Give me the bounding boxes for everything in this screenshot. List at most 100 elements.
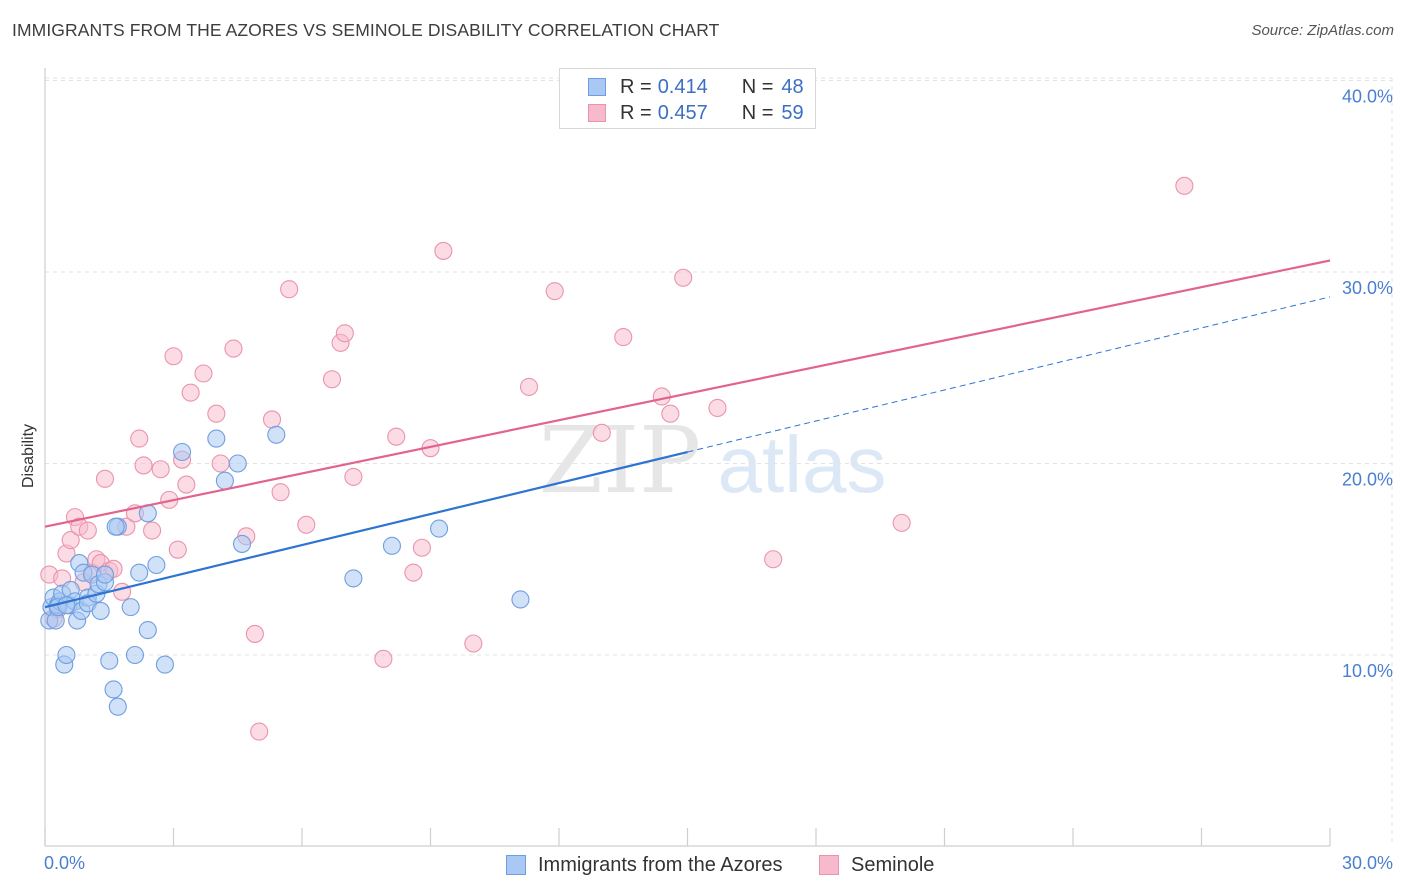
azores-point bbox=[57, 596, 76, 615]
bottom-legend-azores: Immigrants from the Azores bbox=[506, 852, 783, 878]
source-attribution: Source: ZipAtlas.com bbox=[1251, 22, 1394, 39]
seminole-point bbox=[143, 521, 162, 540]
r-value: 0.414 bbox=[657, 75, 708, 98]
azores-point bbox=[215, 471, 234, 490]
azores-point bbox=[173, 442, 192, 462]
seminole-point bbox=[164, 347, 183, 366]
seminole-point bbox=[297, 515, 316, 534]
r-value: 0.457 bbox=[657, 101, 708, 124]
tick-labels: 10.0% 20.0% 30.0% 40.0% 0.0% 30.0% bbox=[44, 87, 1393, 874]
seminole-point bbox=[78, 521, 97, 540]
seminole-point bbox=[335, 324, 354, 343]
n-value: 59 bbox=[781, 101, 804, 124]
azores-point bbox=[511, 590, 530, 609]
azores-point bbox=[147, 555, 166, 575]
seminole-point bbox=[344, 467, 363, 486]
seminole-point bbox=[387, 427, 406, 446]
azores-point bbox=[382, 536, 402, 555]
x-tick-label: 30.0% bbox=[1342, 853, 1393, 873]
seminole-point bbox=[151, 460, 170, 479]
seminole-swatch bbox=[819, 855, 839, 875]
r-label: R = bbox=[620, 101, 652, 124]
correlation-legend: R = 0.414 N = 48 R = 0.457 N = 59 bbox=[559, 68, 816, 129]
y-tick-label: 40.0% bbox=[1342, 87, 1393, 107]
azores-point bbox=[138, 621, 157, 640]
azores-point bbox=[95, 565, 115, 584]
legend-row-seminole: R = 0.457 N = 59 bbox=[588, 100, 804, 126]
y-tick-label: 20.0% bbox=[1342, 470, 1393, 490]
seminole-point bbox=[412, 538, 431, 557]
y-tick-label: 10.0% bbox=[1342, 661, 1393, 681]
x-tick-label: 0.0% bbox=[44, 853, 85, 873]
seminole-point bbox=[181, 383, 200, 402]
seminole-point bbox=[194, 364, 213, 383]
seminole-point bbox=[652, 387, 671, 406]
azores-point bbox=[207, 429, 226, 448]
n-label: N = bbox=[741, 101, 774, 124]
seminole-swatch bbox=[588, 104, 606, 122]
n-value: 48 bbox=[781, 75, 804, 98]
seminole-point bbox=[1175, 176, 1194, 195]
azores-point bbox=[104, 680, 123, 699]
seminole-point bbox=[892, 513, 911, 532]
axes bbox=[44, 68, 1331, 847]
r-label: R = bbox=[620, 75, 652, 98]
seminole-point bbox=[177, 475, 196, 494]
azores-point bbox=[108, 697, 127, 716]
seminole-point bbox=[322, 370, 342, 389]
seminole-point bbox=[545, 282, 564, 301]
watermark-zip: ZIP bbox=[539, 407, 701, 514]
azores-point bbox=[232, 534, 252, 553]
seminole-point bbox=[708, 398, 727, 418]
azores-point bbox=[91, 601, 110, 621]
trend-lines bbox=[44, 259, 1331, 609]
seminole-legend-label: Seminole bbox=[851, 853, 935, 876]
y-axis-label: Disability bbox=[20, 424, 37, 488]
gridlines bbox=[45, 77, 1393, 846]
azores-point bbox=[57, 645, 76, 665]
n-label: N = bbox=[741, 75, 774, 98]
azores-point bbox=[130, 563, 149, 582]
seminole-point bbox=[661, 404, 680, 423]
azores-point bbox=[267, 425, 286, 444]
azores-legend-label: Immigrants from the Azores bbox=[538, 853, 783, 876]
seminole-point bbox=[614, 328, 633, 347]
seminole-point bbox=[61, 531, 80, 550]
azores-point bbox=[155, 655, 174, 674]
seminole-point bbox=[250, 722, 269, 741]
azores-point bbox=[106, 517, 125, 536]
seminole-point bbox=[130, 429, 149, 448]
azores-trend-extension bbox=[687, 296, 1331, 453]
azores-point bbox=[430, 519, 449, 538]
legend-row-azores: R = 0.414 N = 48 bbox=[588, 74, 804, 100]
azores-point bbox=[121, 598, 140, 617]
seminole-point bbox=[404, 563, 423, 582]
seminole-point bbox=[674, 268, 693, 287]
seminole-point bbox=[95, 469, 115, 488]
azores-swatch bbox=[588, 78, 606, 96]
y-tick-label: 30.0% bbox=[1342, 278, 1393, 298]
azores-point bbox=[228, 454, 247, 473]
seminole-point bbox=[271, 483, 290, 502]
seminole-point bbox=[207, 404, 226, 423]
seminole-point bbox=[168, 540, 187, 559]
seminole-point bbox=[464, 634, 483, 653]
seminole-point bbox=[280, 280, 299, 299]
seminole-point bbox=[113, 582, 132, 601]
azores-swatch bbox=[506, 855, 526, 875]
seminole-point bbox=[262, 410, 282, 429]
azores-point bbox=[100, 651, 119, 670]
seminole-point bbox=[134, 456, 153, 475]
azores-point bbox=[344, 569, 363, 588]
seminole-point bbox=[224, 339, 243, 358]
seminole-point bbox=[764, 550, 783, 569]
seminole-point bbox=[519, 377, 539, 396]
seminole-point bbox=[434, 241, 453, 260]
seminole-point bbox=[211, 454, 230, 473]
seminole-point bbox=[374, 649, 393, 668]
azores-point bbox=[125, 645, 144, 665]
seminole-point bbox=[592, 423, 611, 442]
seminole-trend-line bbox=[44, 259, 1331, 528]
watermark-atlas: atlas bbox=[718, 420, 887, 509]
